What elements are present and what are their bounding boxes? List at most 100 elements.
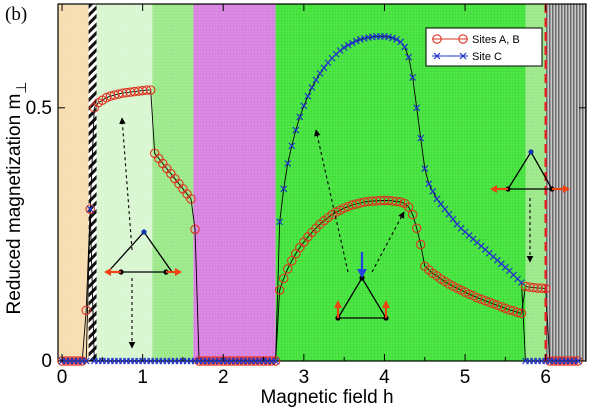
data-point-site-c (280, 185, 288, 193)
data-point-site-c (421, 165, 429, 172)
data-point-sites-ab (141, 85, 152, 95)
data-point-sites-ab (186, 194, 196, 204)
panel-label: (b) (5, 4, 27, 25)
data-series (57, 32, 583, 366)
data-point-sites-ab (395, 197, 406, 207)
data-point-site-c (276, 218, 284, 226)
x-tick-label: 3 (299, 367, 310, 388)
series-line-sites-ab (62, 89, 578, 362)
data-point-site-c (308, 84, 316, 91)
legend-marker-x (459, 52, 467, 60)
data-point-site-c (284, 160, 292, 167)
x-tick-label: 6 (540, 367, 551, 388)
data-point-site-c (518, 279, 525, 286)
legend-box (425, 27, 543, 67)
data-point-sites-ab (488, 299, 499, 309)
data-point-site-c (356, 36, 364, 43)
x-tick-label: 2 (218, 367, 229, 388)
data-point-sites-ab (85, 204, 95, 214)
x-tick-label: 0 (57, 367, 68, 388)
data-point-site-c (352, 37, 360, 45)
plot-frame (57, 3, 587, 362)
data-point-site-c (360, 35, 368, 42)
y-tick-label: 0 (41, 351, 52, 372)
y-axis-title: Reduced magnetization m⊥ (4, 82, 29, 315)
data-point-site-c (449, 215, 457, 223)
data-point-site-c (417, 134, 425, 142)
data-point-site-c (425, 180, 433, 188)
data-point-sites-ab (484, 297, 495, 308)
data-point-site-c (316, 69, 324, 77)
data-point-site-c (433, 195, 441, 203)
x-tick-label: 5 (460, 367, 471, 388)
data-point-site-c (409, 74, 417, 81)
data-point-site-c (86, 205, 94, 213)
data-point-sites-ab (516, 308, 527, 319)
legend-label-sites-ab: Sites A, B (472, 34, 520, 46)
legend-marker-x (433, 52, 441, 60)
data-point-sites-ab (415, 239, 426, 250)
x-axis-title: Magnetic field h (260, 387, 393, 408)
data-point-sites-ab (480, 295, 490, 306)
spin-config-inset-left (104, 117, 182, 349)
data-point-sites-ab (190, 224, 200, 235)
data-point-sites-ab (287, 255, 297, 266)
y-axis-title-subscript: ⊥ (13, 82, 29, 94)
data-point-site-c (348, 39, 356, 47)
data-point-sites-ab (81, 305, 91, 316)
data-point-site-c (272, 357, 280, 365)
data-point-site-c (393, 36, 400, 43)
data-point-site-c (405, 53, 413, 61)
data-point-site-c (82, 357, 90, 365)
x-tick-label: 4 (379, 367, 390, 388)
data-point-site-c (340, 44, 348, 51)
phase-region-texture (96, 4, 153, 361)
data-point-sites-ab (282, 264, 293, 274)
phase-region-texture (525, 4, 546, 361)
data-point-site-c (437, 200, 445, 208)
data-point-sites-ab (411, 223, 422, 234)
data-point-sites-ab (496, 302, 507, 312)
data-point-site-c (344, 41, 352, 49)
data-point-site-c (300, 102, 308, 110)
data-point-site-c (385, 33, 392, 41)
data-point-site-c (288, 142, 296, 150)
legend-marker-circle (432, 34, 442, 44)
legend-label-site-c: Site C (472, 51, 502, 63)
phase-region-texture (58, 4, 89, 361)
data-point-site-c (401, 43, 409, 51)
data-point-sites-ab (472, 292, 482, 303)
data-point-site-c (397, 38, 405, 46)
data-point-site-c (574, 357, 582, 365)
data-point-sites-ab (407, 209, 418, 220)
phase-region (88, 4, 97, 361)
data-point-site-c (413, 104, 421, 112)
legend-marker-circle (458, 34, 468, 44)
phase-region-texture (193, 4, 276, 361)
legend: Sites A, B Site C (425, 27, 543, 67)
axis-frame (57, 3, 587, 362)
spin-config-inset-middle (314, 129, 405, 321)
data-point-site-c (441, 205, 449, 213)
data-point-sites-ab (464, 289, 474, 299)
data-point-sites-ab (403, 202, 414, 212)
axis-ticks: 0 1 2 3 4 5 6 0 0.5 (26, 4, 586, 388)
data-point-sites-ab (492, 300, 503, 311)
data-point-sites-ab (339, 203, 349, 213)
data-point-site-c (336, 47, 344, 55)
data-point-site-c (304, 92, 312, 100)
data-point-site-c (429, 187, 437, 195)
data-point-sites-ab (476, 294, 486, 304)
y-tick-label: 0.5 (26, 98, 52, 119)
y-axis-title-main: Reduced magnetization m (4, 94, 25, 315)
data-point-sites-ab (274, 285, 285, 295)
x-tick-label: 1 (137, 367, 148, 388)
data-point-site-c (320, 64, 328, 72)
phase-region (545, 4, 586, 361)
data-point-site-c (292, 126, 300, 134)
data-point-sites-ab (278, 273, 289, 284)
data-point-site-c (389, 34, 396, 42)
data-point-site-c (445, 210, 453, 218)
